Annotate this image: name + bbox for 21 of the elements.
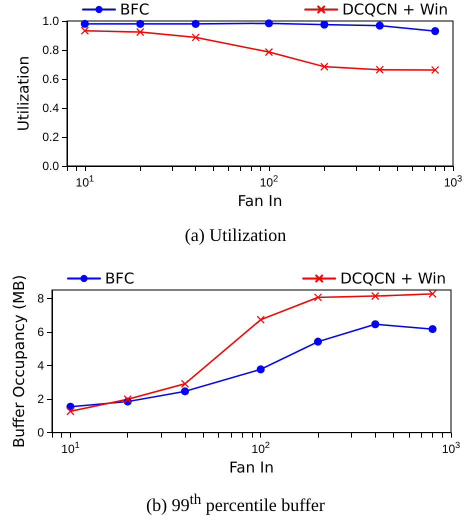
text: (b) 99$^{th}$ percentile buffer [145, 492, 326, 516]
y-tick-label: 2 [37, 392, 44, 406]
y-tick-label: 6 [37, 324, 44, 339]
y-axis-title: Buffer Occupancy (MB) [10, 274, 28, 448]
y-tick-label: 0.2 [42, 130, 60, 144]
y-tick-label: 1.0 [42, 14, 60, 28]
y-tick-label: 0 [37, 426, 44, 440]
y-tick-label: 8 [37, 291, 44, 306]
x-axis-title: Fan In [229, 458, 274, 476]
legend-label: DCQCN + Win [340, 270, 446, 288]
y-tick-label: 0.6 [42, 72, 60, 86]
x-axis-title: Fan In [238, 192, 282, 210]
legend-label: DCQCN + Win [342, 0, 448, 18]
y-tick-label: 0.4 [42, 101, 60, 115]
text: (a) Utilization [184, 225, 288, 246]
y-axis-title: Utilization [14, 56, 32, 132]
y-tick-label: 0.0 [42, 159, 60, 173]
y-tick-label: 4 [37, 358, 44, 372]
legend-label: BFC [120, 0, 150, 18]
legend-label: BFC [105, 270, 134, 288]
y-tick-label: 0.8 [42, 43, 60, 57]
